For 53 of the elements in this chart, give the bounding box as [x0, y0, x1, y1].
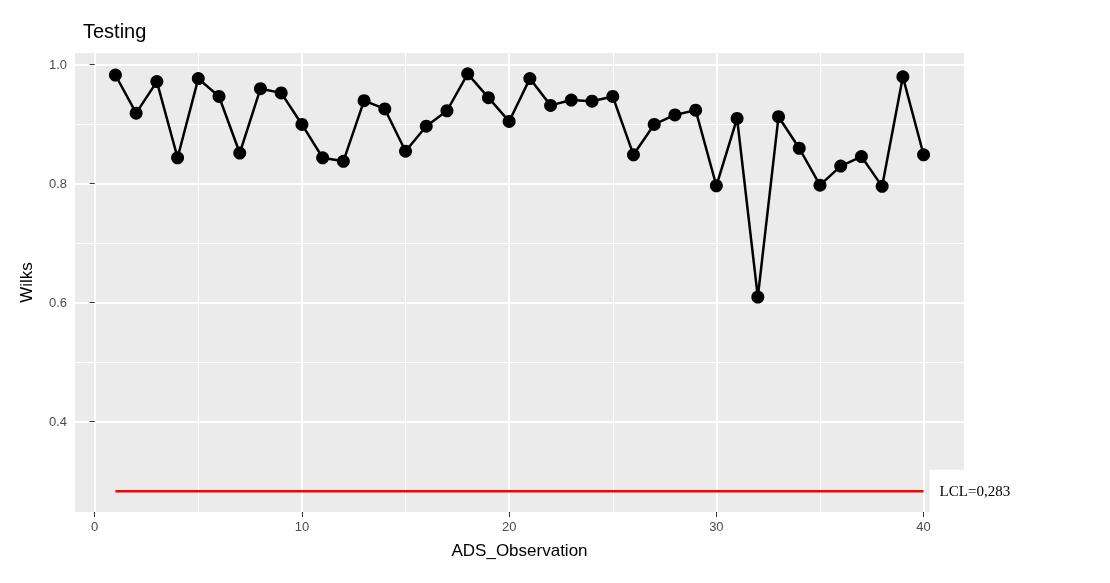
point — [150, 75, 164, 89]
point — [129, 106, 143, 120]
point — [626, 148, 640, 162]
point — [668, 108, 682, 122]
y-tick-label: 0.6 — [48, 294, 67, 310]
point — [751, 290, 765, 304]
point — [274, 86, 288, 100]
point — [171, 151, 185, 165]
point — [399, 144, 413, 158]
point — [772, 110, 786, 124]
ref-line-label: LCL=0,283 — [939, 483, 1011, 500]
chart-title: Testing — [83, 20, 147, 42]
y-tick-label: 1.0 — [48, 56, 67, 72]
point — [378, 102, 392, 116]
point — [875, 179, 889, 193]
y-tick-label: 0.4 — [48, 414, 67, 430]
point — [419, 119, 433, 133]
x-tick-label: 0 — [91, 518, 99, 534]
point — [792, 141, 806, 155]
point — [253, 82, 267, 96]
point — [813, 178, 827, 192]
y-tick-label: 0.8 — [48, 175, 67, 191]
point — [917, 148, 931, 162]
point — [191, 72, 205, 86]
point — [440, 104, 454, 118]
point — [357, 94, 371, 108]
point — [544, 98, 558, 112]
point — [336, 154, 350, 168]
x-tick-label: 30 — [709, 518, 724, 534]
point — [212, 89, 226, 103]
point — [834, 159, 848, 173]
y-axis-title: Wilks — [17, 262, 36, 303]
x-tick-label: 40 — [916, 518, 931, 534]
point — [461, 67, 475, 81]
x-tick-label: 10 — [294, 518, 310, 534]
point — [896, 70, 910, 84]
point — [606, 89, 620, 103]
x-axis-title: ADS_Observation — [451, 541, 588, 560]
point — [854, 150, 868, 164]
point — [108, 68, 122, 82]
point — [295, 117, 309, 131]
point — [689, 103, 703, 117]
point — [709, 179, 723, 193]
point — [647, 117, 661, 131]
point — [233, 146, 247, 160]
point — [564, 93, 578, 107]
point — [316, 151, 330, 165]
point — [502, 114, 516, 128]
point — [523, 72, 537, 86]
point — [730, 111, 744, 125]
point — [481, 91, 495, 105]
x-tick-label: 20 — [501, 518, 517, 534]
point — [585, 94, 599, 108]
